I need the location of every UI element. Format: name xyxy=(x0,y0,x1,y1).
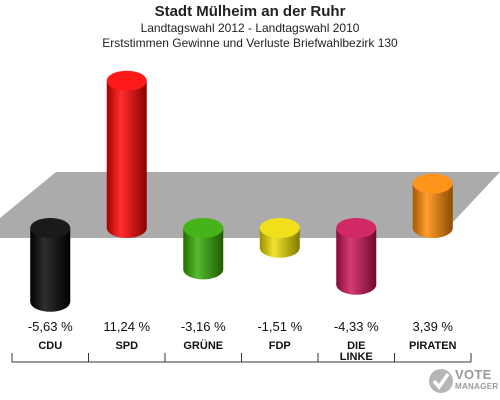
bar-spd xyxy=(106,70,147,238)
chart-title: Stadt Mülheim an der Ruhr xyxy=(154,3,346,20)
value-label: -4,33 % xyxy=(334,319,379,334)
category-label: LINKE xyxy=(340,351,373,363)
chart-subtitle: Landtagswahl 2012 - Landtagswahl 2010 xyxy=(140,21,360,35)
value-label: -3,16 % xyxy=(181,319,226,334)
category-label: GRÜNE xyxy=(183,339,223,352)
bar-die-linke xyxy=(336,218,377,295)
logo-text: VOTE MANAGER xyxy=(455,367,499,391)
bar-piraten xyxy=(412,173,453,238)
value-label: 11,24 % xyxy=(103,319,150,334)
category-label: DIE xyxy=(347,340,365,352)
checkmark-icon xyxy=(429,369,453,393)
votemanager-logo: VOTE MANAGER xyxy=(428,366,500,398)
category-label: FDP xyxy=(269,340,291,352)
value-label: 3,39 % xyxy=(413,319,454,334)
category-label: SPD xyxy=(115,340,138,352)
chart-description: Erststimmen Gewinne und Verluste Briefwa… xyxy=(102,36,398,50)
bar-cdu xyxy=(30,218,71,312)
category-label: CDU xyxy=(38,340,62,352)
bar-grüne xyxy=(183,218,224,280)
value-label: -5,63 % xyxy=(28,319,73,334)
bar-fdp xyxy=(259,218,300,258)
category-label: PIRATEN xyxy=(409,340,457,352)
chart-header: Stadt Mülheim an der Ruhr Landtagswahl 2… xyxy=(0,0,500,51)
value-label: -1,51 % xyxy=(257,319,302,334)
